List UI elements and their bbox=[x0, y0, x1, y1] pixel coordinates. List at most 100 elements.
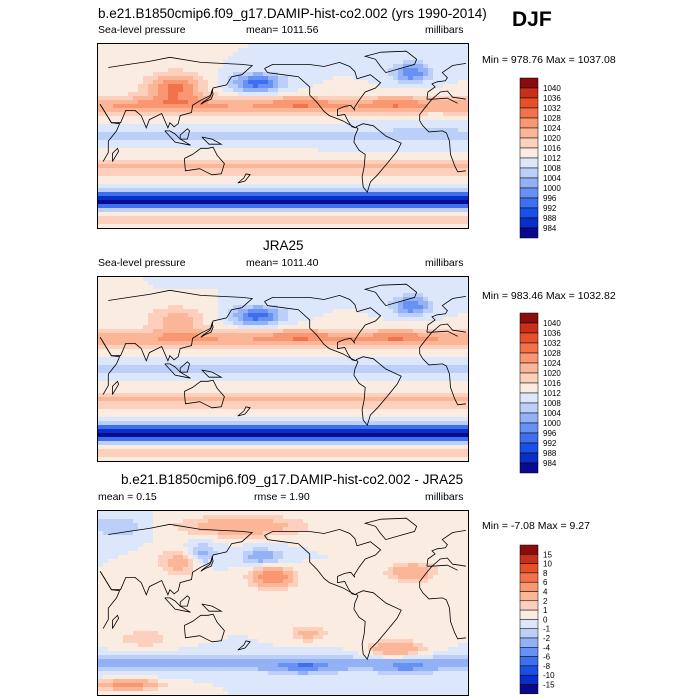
field-cell bbox=[463, 156, 468, 161]
field-cell bbox=[253, 80, 259, 85]
field-cell bbox=[363, 208, 369, 213]
field-cell bbox=[423, 212, 429, 217]
field-cell bbox=[293, 56, 299, 61]
field-cell bbox=[193, 317, 199, 322]
field-cell bbox=[368, 317, 374, 322]
field-cell bbox=[353, 52, 359, 57]
field-cell bbox=[348, 341, 354, 346]
field-cell bbox=[448, 180, 454, 185]
field-cell bbox=[203, 140, 209, 145]
field-cell bbox=[393, 52, 399, 57]
field-cell bbox=[118, 345, 124, 350]
field-cell bbox=[373, 180, 379, 185]
field-cell bbox=[173, 277, 179, 282]
field-cell bbox=[458, 56, 464, 61]
field-cell bbox=[178, 212, 184, 217]
field-cell bbox=[138, 108, 144, 113]
field-cell bbox=[268, 192, 274, 197]
field-cell bbox=[213, 84, 219, 89]
field-cell bbox=[248, 80, 254, 85]
field-cell bbox=[323, 60, 329, 65]
field-cell bbox=[228, 184, 234, 189]
field-cell bbox=[123, 84, 129, 89]
field-cell bbox=[268, 136, 274, 141]
field-cell bbox=[328, 84, 334, 89]
field-cell bbox=[343, 289, 349, 294]
field-cell bbox=[358, 305, 364, 310]
field-cell bbox=[278, 325, 284, 330]
field-cell bbox=[358, 52, 364, 57]
field-cell bbox=[103, 88, 109, 93]
field-cell bbox=[193, 293, 199, 298]
field-cell bbox=[403, 128, 409, 133]
field-cell bbox=[118, 140, 124, 145]
field-cell bbox=[388, 96, 394, 101]
field-cell bbox=[178, 176, 184, 181]
field-cell bbox=[343, 277, 349, 282]
field-cell bbox=[208, 96, 214, 101]
field-cell bbox=[128, 313, 134, 318]
field-cell bbox=[458, 321, 464, 326]
field-cell bbox=[148, 48, 154, 53]
field-cell bbox=[338, 64, 344, 69]
field-cell bbox=[313, 104, 319, 109]
field-cell bbox=[223, 329, 229, 334]
field-cell bbox=[338, 281, 344, 286]
field-cell bbox=[193, 176, 199, 181]
field-cell bbox=[233, 184, 239, 189]
field-cell bbox=[273, 337, 279, 342]
field-cell bbox=[268, 349, 274, 354]
field-cell bbox=[358, 297, 364, 302]
field-cell bbox=[388, 305, 394, 310]
field-cell bbox=[348, 108, 354, 113]
field-cell bbox=[173, 305, 179, 310]
field-cell bbox=[308, 317, 314, 322]
field-cell bbox=[378, 160, 384, 165]
field-cell bbox=[278, 357, 284, 362]
field-cell bbox=[328, 196, 334, 201]
field-cell bbox=[258, 353, 264, 358]
field-cell bbox=[158, 337, 164, 342]
field-cell bbox=[153, 140, 159, 145]
field-cell bbox=[188, 357, 194, 362]
field-cell bbox=[388, 337, 394, 342]
field-cell bbox=[143, 325, 149, 330]
field-cell bbox=[128, 357, 134, 362]
field-cell bbox=[108, 349, 114, 354]
field-cell bbox=[333, 52, 339, 57]
field-cell bbox=[198, 124, 204, 129]
field-cell bbox=[288, 200, 294, 205]
field-cell bbox=[318, 52, 324, 57]
field-cell bbox=[313, 96, 319, 101]
field-cell bbox=[363, 48, 369, 53]
field-cell bbox=[338, 112, 344, 117]
field-cell bbox=[463, 293, 468, 298]
field-cell bbox=[213, 200, 219, 205]
field-cell bbox=[148, 52, 154, 57]
field-cell bbox=[133, 184, 139, 189]
field-cell bbox=[413, 76, 419, 81]
field-cell bbox=[383, 204, 389, 209]
field-cell bbox=[183, 204, 189, 209]
field-cell bbox=[368, 124, 374, 129]
field-cell bbox=[393, 108, 399, 113]
field-cell bbox=[173, 152, 179, 157]
field-cell bbox=[428, 309, 434, 314]
field-cell bbox=[208, 164, 214, 169]
field-cell bbox=[448, 333, 454, 338]
field-cell bbox=[148, 148, 154, 153]
field-cell bbox=[248, 188, 254, 193]
field-cell bbox=[458, 64, 464, 69]
field-cell bbox=[423, 88, 429, 93]
field-cell bbox=[418, 345, 424, 350]
field-cell bbox=[188, 281, 194, 286]
field-cell bbox=[393, 353, 399, 358]
field-cell bbox=[158, 357, 164, 362]
field-cell bbox=[223, 357, 229, 362]
field-cell bbox=[353, 345, 359, 350]
field-cell bbox=[258, 349, 264, 354]
field-cell bbox=[98, 349, 104, 354]
field-cell bbox=[433, 120, 439, 125]
field-cell bbox=[413, 309, 419, 314]
field-cell bbox=[143, 220, 149, 225]
